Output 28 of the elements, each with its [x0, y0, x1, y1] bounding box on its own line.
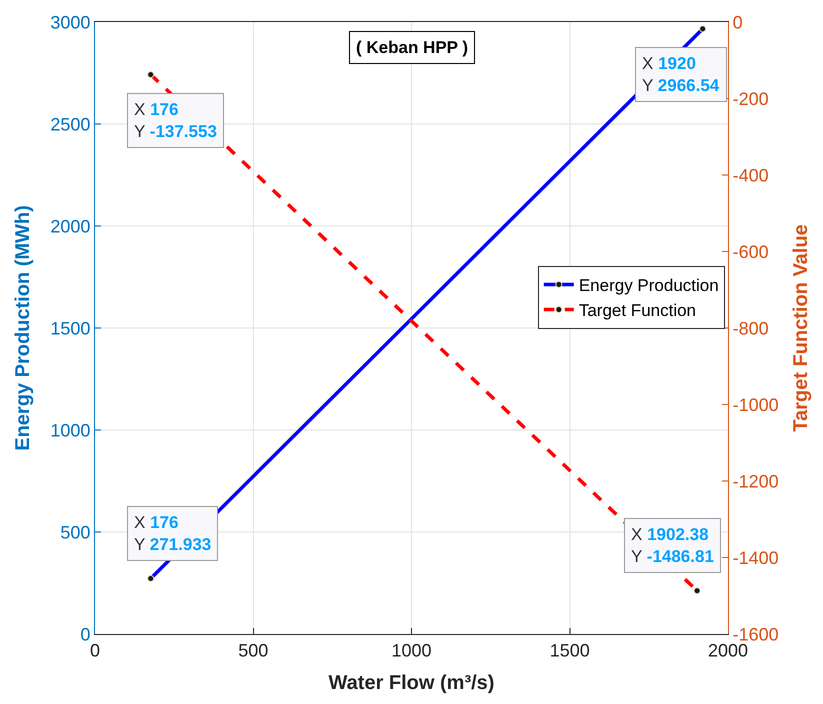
annotation: X 176 Y 271.933: [134, 513, 212, 554]
y2-tick-label: -1000: [732, 394, 779, 415]
y2-tick-label: -200: [732, 88, 769, 109]
y2-tick-label: -1200: [732, 471, 779, 492]
x-tick-label: 500: [238, 640, 268, 661]
y-tick-label: 1500: [50, 318, 90, 338]
y2-tick-label: -600: [732, 242, 769, 262]
y-tick-label: 2500: [50, 114, 90, 134]
annotation: X 1920 Y 2966.54: [642, 54, 720, 96]
y2-axis-title: Target Function Value: [790, 224, 812, 432]
y-tick-label: 1000: [50, 420, 90, 440]
y2-tick-label: 0: [732, 12, 743, 32]
y2-tick-label: -1400: [732, 548, 779, 568]
legend-label: Energy Production: [578, 276, 719, 296]
y2-tick-label: -400: [732, 165, 769, 186]
legend-label: Target Function: [578, 301, 696, 320]
y-axis-title: Energy Production (MWh): [12, 205, 34, 451]
x-axis-title: Water Flow (m³/s): [328, 672, 494, 694]
y-tick-label: 0: [80, 624, 90, 644]
y2-tick-label: -800: [732, 318, 769, 338]
x-tick-label: 1000: [391, 640, 432, 661]
annotation: X 1902.38 Y -1486.81: [631, 525, 714, 566]
annotation: X 176 Y -137.553: [134, 100, 217, 142]
y-tick-label: 500: [60, 522, 90, 542]
x-tick-label: 1500: [550, 640, 590, 661]
text: ( Keban HPP ): [356, 38, 468, 57]
y-tick-label: 3000: [50, 12, 90, 32]
y-tick-label: 2000: [50, 216, 90, 236]
